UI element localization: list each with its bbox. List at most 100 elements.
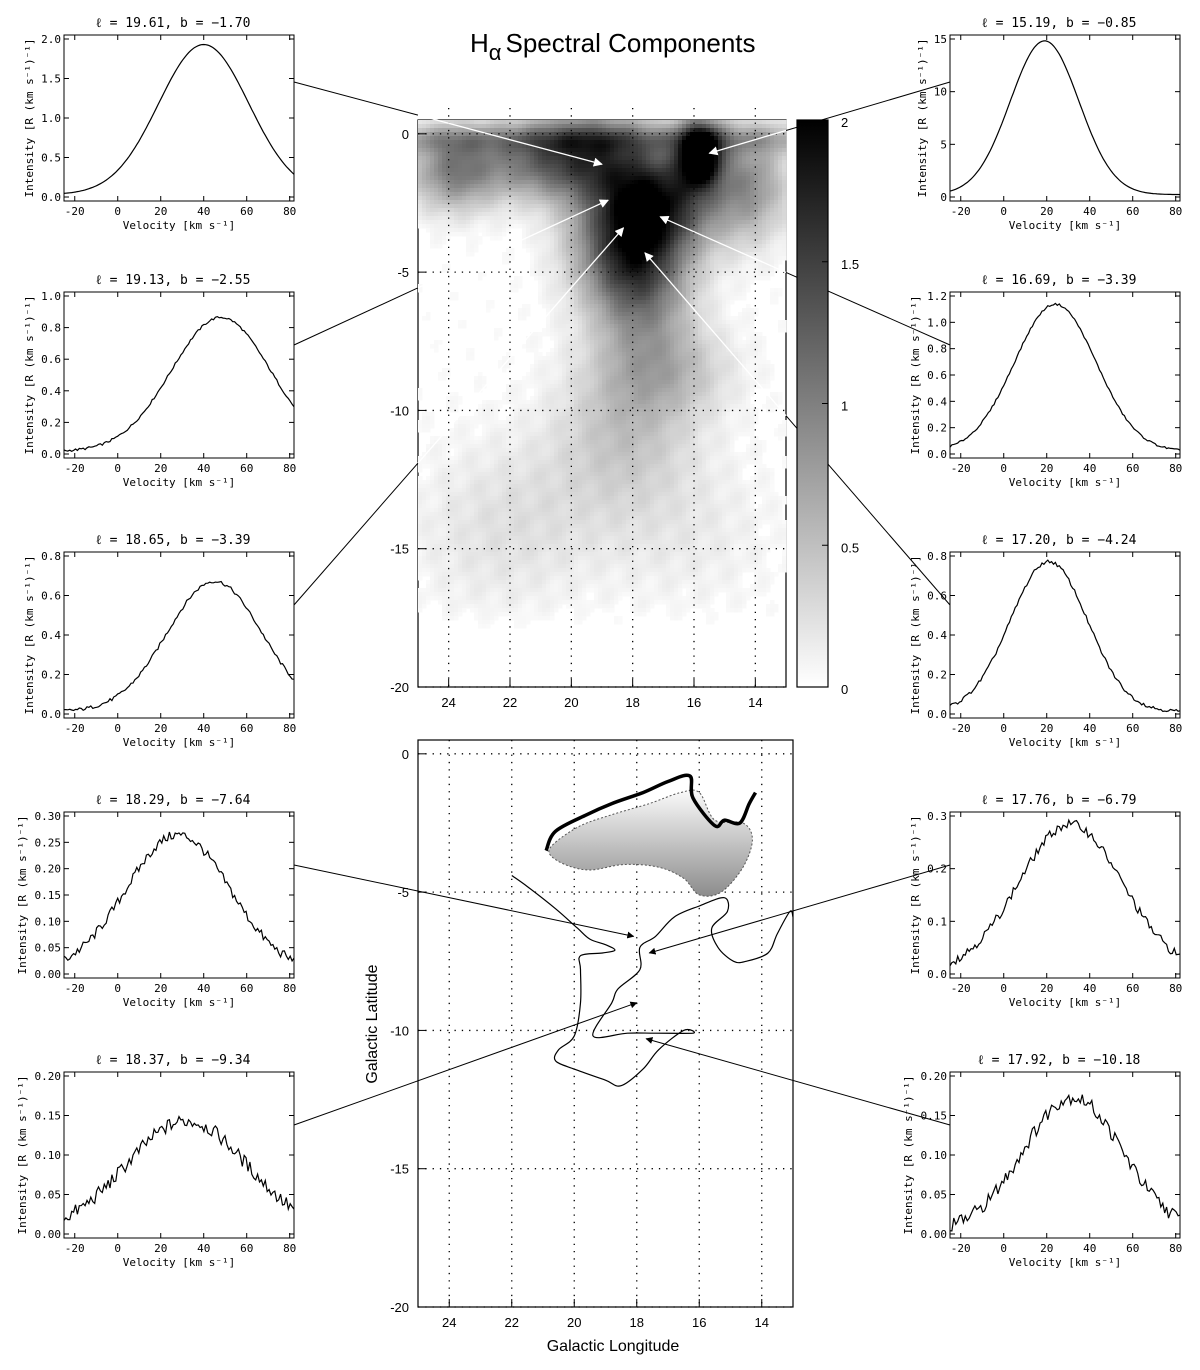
- heat-pixel: [550, 272, 555, 277]
- heat-pixel: [646, 168, 651, 173]
- heat-pixel: [546, 196, 551, 201]
- heat-pixel: [766, 180, 771, 185]
- heat-pixel: [746, 376, 751, 381]
- heat-pixel: [550, 204, 555, 209]
- heat-pixel: [778, 176, 783, 181]
- heat-pixel: [714, 344, 719, 349]
- heat-pixel: [638, 380, 643, 385]
- heat-pixel: [614, 124, 619, 129]
- heat-pixel: [542, 128, 547, 133]
- heat-pixel: [690, 172, 695, 177]
- heat-pixel: [670, 164, 675, 169]
- heat-pixel: [494, 124, 499, 129]
- heat-pixel: [510, 216, 515, 221]
- heat-pixel: [698, 380, 703, 385]
- heat-pixel: [682, 356, 687, 361]
- heat-pixel: [578, 164, 583, 169]
- heat-pixel: [550, 228, 555, 233]
- heat-pixel: [506, 364, 511, 369]
- heat-pixel: [582, 372, 587, 377]
- heat-pixel: [470, 168, 475, 173]
- heat-pixel: [718, 292, 723, 297]
- heat-pixel: [698, 128, 703, 133]
- heat-pixel: [626, 236, 631, 241]
- heat-pixel: [586, 180, 591, 185]
- heat-pixel: [618, 368, 623, 373]
- heat-pixel: [622, 256, 627, 261]
- heat-pixel: [430, 120, 435, 125]
- heat-pixel: [702, 140, 707, 145]
- heat-pixel: [546, 172, 551, 177]
- heat-pixel: [526, 212, 531, 217]
- heat-pixel: [610, 320, 615, 325]
- heat-pixel: [654, 268, 659, 273]
- heat-pixel: [418, 148, 423, 153]
- heat-pixel: [610, 148, 615, 153]
- heat-pixel: [562, 328, 567, 333]
- heat-pixel: [666, 200, 671, 205]
- heat-pixel: [442, 160, 447, 165]
- heat-pixel: [758, 244, 763, 249]
- heat-pixel: [722, 320, 727, 325]
- heat-pixel: [434, 244, 439, 249]
- heat-pixel: [546, 324, 551, 329]
- heat-pixel: [610, 124, 615, 129]
- heat-pixel: [610, 224, 615, 229]
- heat-pixel: [586, 164, 591, 169]
- heat-pixel: [682, 292, 687, 297]
- heat-pixel: [490, 216, 495, 221]
- heat-pixel: [746, 312, 751, 317]
- heat-pixel: [766, 136, 771, 141]
- heat-pixel: [686, 324, 691, 329]
- heat-pixel: [610, 296, 615, 301]
- heat-pixel: [566, 300, 571, 305]
- heat-pixel: [478, 156, 483, 161]
- heat-pixel: [494, 196, 499, 201]
- heat-pixel: [702, 216, 707, 221]
- heat-pixel: [622, 180, 627, 185]
- heat-pixel: [650, 140, 655, 145]
- heat-pixel: [614, 128, 619, 133]
- heat-pixel: [642, 276, 647, 281]
- heat-pixel: [718, 376, 723, 381]
- heat-pixel: [614, 192, 619, 197]
- heat-pixel: [606, 344, 611, 349]
- heat-pixel: [698, 384, 703, 389]
- heat-pixel: [578, 208, 583, 213]
- heat-pixel: [654, 244, 659, 249]
- heat-pixel: [622, 304, 627, 309]
- heat-pixel: [690, 144, 695, 149]
- heat-pixel: [714, 244, 719, 249]
- heat-pixel: [426, 168, 431, 173]
- heat-pixel: [642, 196, 647, 201]
- heat-pixel: [770, 228, 775, 233]
- heat-pixel: [526, 372, 531, 377]
- heat-pixel: [654, 316, 659, 321]
- heat-pixel: [762, 360, 767, 365]
- heat-pixel: [602, 356, 607, 361]
- heat-pixel: [778, 260, 783, 265]
- heat-pixel: [554, 128, 559, 133]
- heat-pixel: [610, 156, 615, 161]
- heat-pixel: [622, 348, 627, 353]
- heat-pixel: [514, 208, 519, 213]
- heat-pixel: [638, 164, 643, 169]
- heat-pixel: [646, 364, 651, 369]
- heat-pixel: [758, 180, 763, 185]
- heat-pixel: [494, 152, 499, 157]
- heat-pixel: [574, 132, 579, 137]
- heat-pixel: [534, 384, 539, 389]
- heat-pixel: [658, 172, 663, 177]
- heat-pixel: [706, 216, 711, 221]
- heat-pixel: [590, 280, 595, 285]
- heat-pixel: [634, 240, 639, 245]
- heat-pixel: [610, 136, 615, 141]
- heat-pixel: [566, 200, 571, 205]
- heat-pixel: [610, 284, 615, 289]
- heat-pixel: [746, 252, 751, 257]
- heat-pixel: [698, 320, 703, 325]
- heat-pixel: [690, 256, 695, 261]
- heat-pixel: [482, 176, 487, 181]
- heat-pixel: [422, 196, 427, 201]
- heat-pixel: [770, 140, 775, 145]
